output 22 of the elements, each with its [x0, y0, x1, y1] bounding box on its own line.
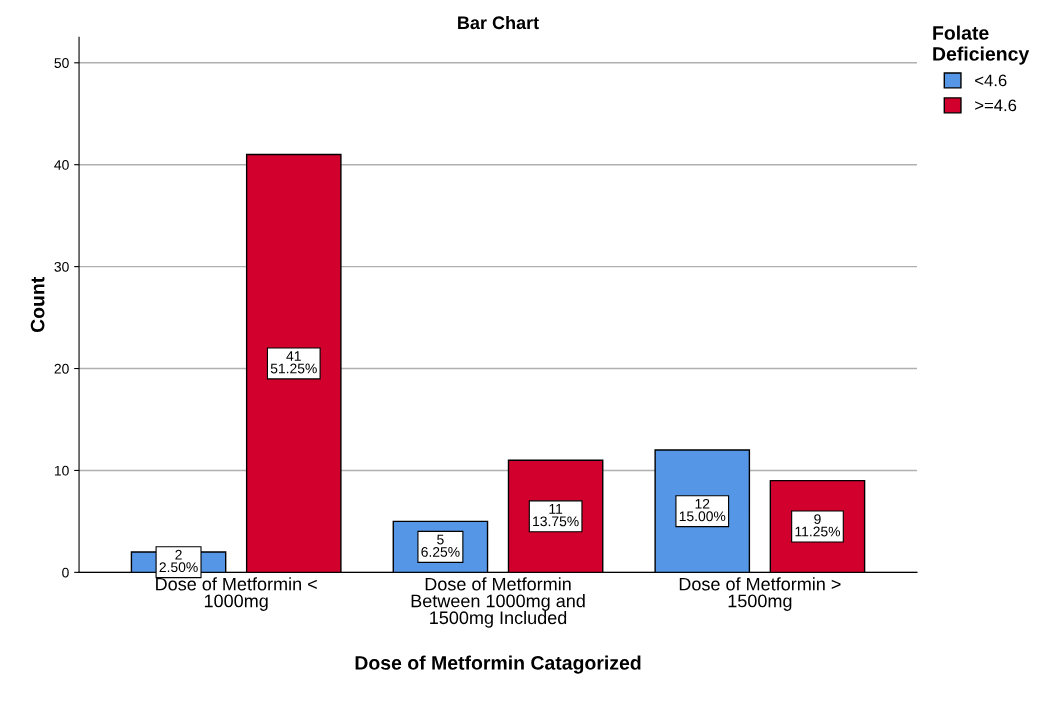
x-tick-label: Dose of Metformin < 1000mg — [156, 577, 317, 611]
y-tick-label: 40 — [54, 160, 69, 170]
legend-label: <4.6 — [975, 74, 1007, 87]
data-label: 5 6.25% — [421, 534, 460, 557]
x-tick-label: Dose of Metformin > 1500mg — [679, 577, 841, 611]
data-label: 11 13.75% — [533, 504, 579, 527]
data-label: 9 11.25% — [795, 514, 841, 537]
y-tick-label: 10 — [54, 465, 69, 476]
legend-label: >=4.6 — [975, 99, 1017, 112]
y-tick-label: 0 — [62, 567, 69, 578]
y-axis-title: Count — [30, 276, 45, 333]
bar — [245, 153, 342, 573]
y-tick-label: 30 — [54, 261, 69, 272]
data-label: 41 51.25% — [270, 351, 317, 374]
legend-title: Folate Deficiency — [933, 25, 1030, 65]
y-tick-label: 20 — [54, 363, 69, 374]
chart-title: Bar Chart — [458, 15, 539, 30]
x-tick-label: Dose of Metformin Between 1000mg and 1500mg Included — [411, 577, 585, 628]
y-tick-label: 50 — [54, 58, 69, 68]
data-label: 2 2.50% — [159, 549, 198, 573]
data-label: 12 15.00% — [679, 498, 726, 522]
x-axis-title: Dose of Metformin Catagorized — [355, 655, 641, 674]
